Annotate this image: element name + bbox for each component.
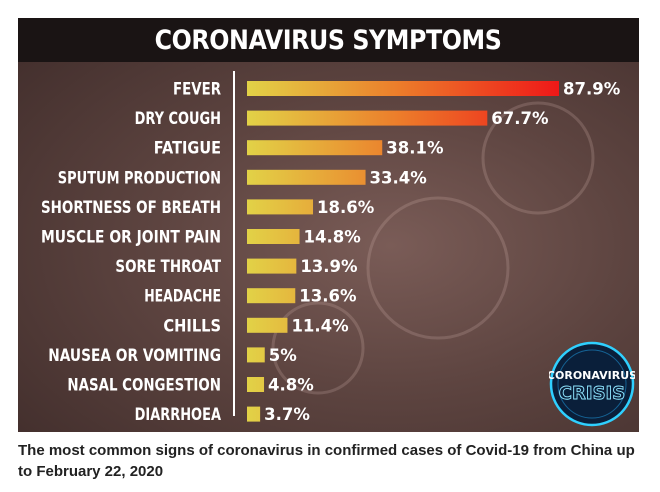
bar-chart: FEVER 87.9% DRY COUGH 67.7% FATIGUE 38.1% SPUT… — [41, 71, 621, 424]
value-label: 18.6% — [317, 198, 375, 217]
value-label: 11.4% — [291, 316, 349, 335]
value-label: 3.7% — [264, 405, 310, 424]
badge-line1: CORONAVIRUS — [549, 369, 635, 382]
bar — [247, 169, 366, 185]
title-band: CORONAVIRUS SYMPTOMS — [18, 18, 639, 62]
value-label: 67.7% — [491, 109, 549, 128]
category-label: FEVER — [173, 80, 221, 99]
category-label: SPUTUM PRODUCTION — [58, 168, 221, 187]
bar — [247, 288, 296, 304]
category-label: SORE THROAT — [115, 257, 221, 276]
caption: The most common signs of coronavirus in … — [18, 442, 635, 480]
bar — [247, 377, 265, 392]
category-label: CHILLS — [163, 316, 221, 335]
virus-shape — [271, 301, 365, 395]
bar — [247, 110, 488, 126]
bar — [247, 229, 300, 244]
background-virus-art — [271, 101, 595, 395]
category-label: FATIGUE — [154, 139, 221, 158]
value-label: 14.8% — [304, 228, 362, 247]
value-label: 38.1% — [386, 139, 444, 158]
value-label: 87.9% — [563, 80, 621, 99]
category-label: NASAL CONGESTION — [67, 376, 221, 395]
category-label: DIARRHOEA — [135, 405, 222, 424]
value-label: 4.8% — [268, 376, 314, 395]
badge-line2: CRISIS — [559, 383, 625, 404]
bar — [247, 199, 314, 215]
bar — [247, 140, 383, 156]
category-label: MUSCLE OR JOINT PAIN — [41, 228, 221, 247]
bar — [247, 317, 288, 333]
category-label: NAUSEA OR VOMITING — [48, 346, 221, 365]
coronavirus-crisis-badge: CORONAVIRUS CRISIS — [549, 341, 635, 427]
bar — [247, 258, 297, 274]
value-label: 5% — [269, 346, 297, 365]
category-label: DRY COUGH — [135, 109, 221, 128]
bar — [247, 81, 559, 96]
bar — [247, 347, 265, 363]
value-label: 13.9% — [300, 257, 358, 276]
bar — [247, 406, 261, 422]
virus-shape — [366, 196, 510, 340]
value-label: 13.6% — [299, 287, 357, 306]
chart-title: CORONAVIRUS SYMPTOMS — [155, 24, 502, 56]
infographic: CORONAVIRUS SYMPTOMS FEVER 87.9% DRY COUGH… — [18, 18, 639, 432]
virus-shape — [481, 101, 595, 215]
value-label: 33.4% — [370, 168, 428, 187]
category-label: SHORTNESS OF BREATH — [41, 198, 221, 217]
category-label: HEADACHE — [144, 287, 221, 306]
